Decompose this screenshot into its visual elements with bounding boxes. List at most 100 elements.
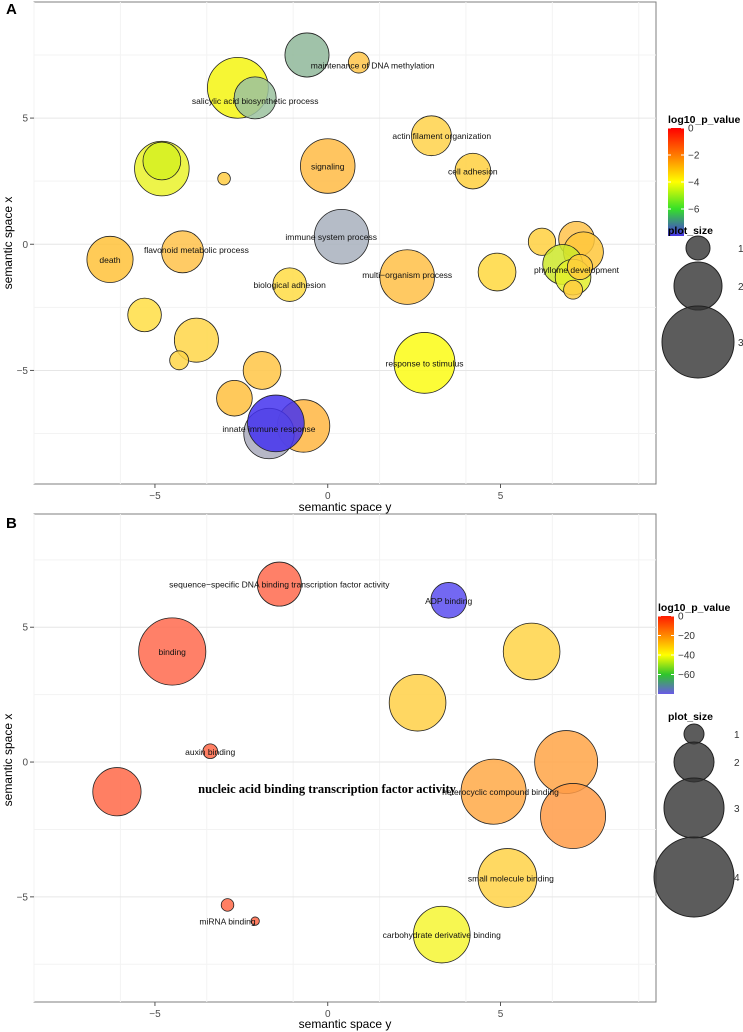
data-point [566,253,593,280]
panel-b-letter: B [6,515,17,532]
x-tick-label: −5 [149,491,161,502]
data-point [217,171,231,186]
term-label: innate immune response [222,424,315,434]
data-point [242,351,282,390]
data-point [477,252,517,292]
y-tick-label: 0 [22,758,28,769]
data-point [388,673,447,732]
data-point [300,138,356,194]
panel-b-x-ticks: −5 0 5 [149,1002,504,1020]
size-legend-label: 3 [734,804,740,815]
term-label: response to stimulus [386,358,464,368]
term-label: salicylic acid biosynthetic process [192,96,319,106]
point-label: binding [159,647,187,657]
panel-b-overlay-label: nucleic acid binding transcription facto… [198,782,456,796]
data-point [454,152,492,190]
panel-a-color-legend: log10_p_value 0 −2 −4 −6 [668,114,741,236]
data-point [563,279,583,300]
colorbar-tick-label: −4 [688,178,700,189]
term-label: small molecule binding [468,873,554,883]
panel-b: B binding sequence−specific DNA binding t… [1,513,740,1031]
data-point [413,905,471,964]
x-tick-label: −5 [149,1009,161,1020]
data-point [161,230,204,274]
term-label: sequence−specific DNA binding transcript… [169,580,390,590]
panel-b-y-ticks: −5 0 5 [17,623,34,903]
term-label: flavonoid metabolic process [144,245,249,255]
data-point [272,267,307,302]
panel-b-labels: binding sequence−specific DNA binding tra… [159,580,560,940]
panel-a: A signaling death maintenance of DNA methy… [1,1,743,514]
colorbar-tick-label: −20 [678,631,695,642]
x-tick-label: 0 [325,1009,331,1020]
size-legend-circle [661,305,735,379]
panel-b-y-axis-title: semantic space x [1,714,15,807]
panel-a-y-ticks: −5 0 5 [17,114,34,377]
data-point [502,622,561,681]
panel-b-points [92,561,607,964]
data-point [256,561,302,607]
data-point [92,767,142,817]
panel-a-y-axis-title: semantic space x [1,197,15,290]
size-legend-circle [653,836,735,918]
size-legend-label: 4 [734,873,740,884]
data-point [173,317,219,363]
size-legend-circle [683,723,705,745]
data-point [527,227,557,256]
panel-a-letter: A [6,1,17,18]
size-legend-circle [673,261,723,311]
data-point [127,297,162,333]
term-label: multi−organism process [362,270,452,280]
data-point [379,249,435,305]
colorbar-tick-label: 0 [678,612,684,623]
size-legend-circle [663,777,725,839]
data-point [169,350,189,371]
panel-b-colorbar [658,616,674,694]
colorbar-tick-label: 0 [688,124,694,135]
panel-b-size-legend: plot_size 1 2 3 4 [653,711,740,918]
data-point [216,379,253,417]
term-label: auxin binding [185,747,235,757]
size-legend-circle [685,235,711,261]
size-legend-label: 1 [734,730,740,741]
data-point [411,115,452,157]
term-label: carbohydrate derivative binding [383,930,501,940]
x-tick-label: 0 [325,491,331,502]
y-tick-label: 5 [22,623,28,634]
data-point [142,141,182,181]
data-point [393,332,456,394]
y-tick-label: −5 [17,366,29,377]
panel-a-size-legend: plot_size 1 2 3 [661,225,743,379]
term-label: heterocyclic compound binding [442,787,559,797]
panel-b-x-axis-title: semantic space y [299,1017,392,1031]
panel-a-colorbar [668,128,684,236]
point-label: death [99,255,121,265]
size-legend-label: 2 [738,282,743,293]
x-tick-label: 5 [498,491,504,502]
data-point [86,235,134,283]
term-label: biological adhesion [254,280,327,290]
colorbar-tick-label: −2 [688,151,700,162]
term-label: immune system process [285,232,377,242]
data-point [347,51,370,74]
size-legend-circle [673,741,715,783]
colorbar-tick-label: −40 [678,651,695,662]
y-tick-label: 0 [22,240,28,251]
x-tick-label: 5 [498,1009,504,1020]
colorbar-tick-label: −60 [678,670,695,681]
size-legend-label: 2 [734,758,740,769]
size-legend-label: 3 [738,338,743,349]
term-label: maintenance of DNA methylation [311,61,435,71]
data-point [430,582,467,619]
data-point [477,848,538,908]
panel-a-points [86,32,604,460]
term-label: actin filament organization [392,131,491,141]
term-label: phyllome development [534,265,620,275]
y-tick-label: 5 [22,114,28,125]
data-point [247,394,305,453]
colorbar-tick-label: −6 [688,205,700,216]
data-point [220,898,235,912]
panel-b-size-legend-title: plot_size [668,711,713,723]
panel-a-x-ticks: −5 0 5 [149,484,504,502]
